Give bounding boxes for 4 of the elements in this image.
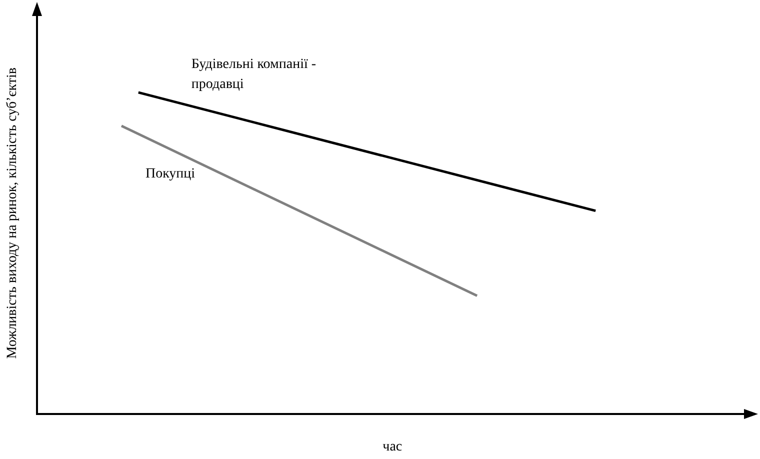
- series-label: Покупці: [145, 166, 196, 182]
- x-axis-title: час: [382, 439, 402, 454]
- y-axis-title: Можливість виходу на ринок, кількість суб’єктів: [5, 67, 20, 359]
- series-label: Будівельні компанії - продавці: [191, 57, 316, 92]
